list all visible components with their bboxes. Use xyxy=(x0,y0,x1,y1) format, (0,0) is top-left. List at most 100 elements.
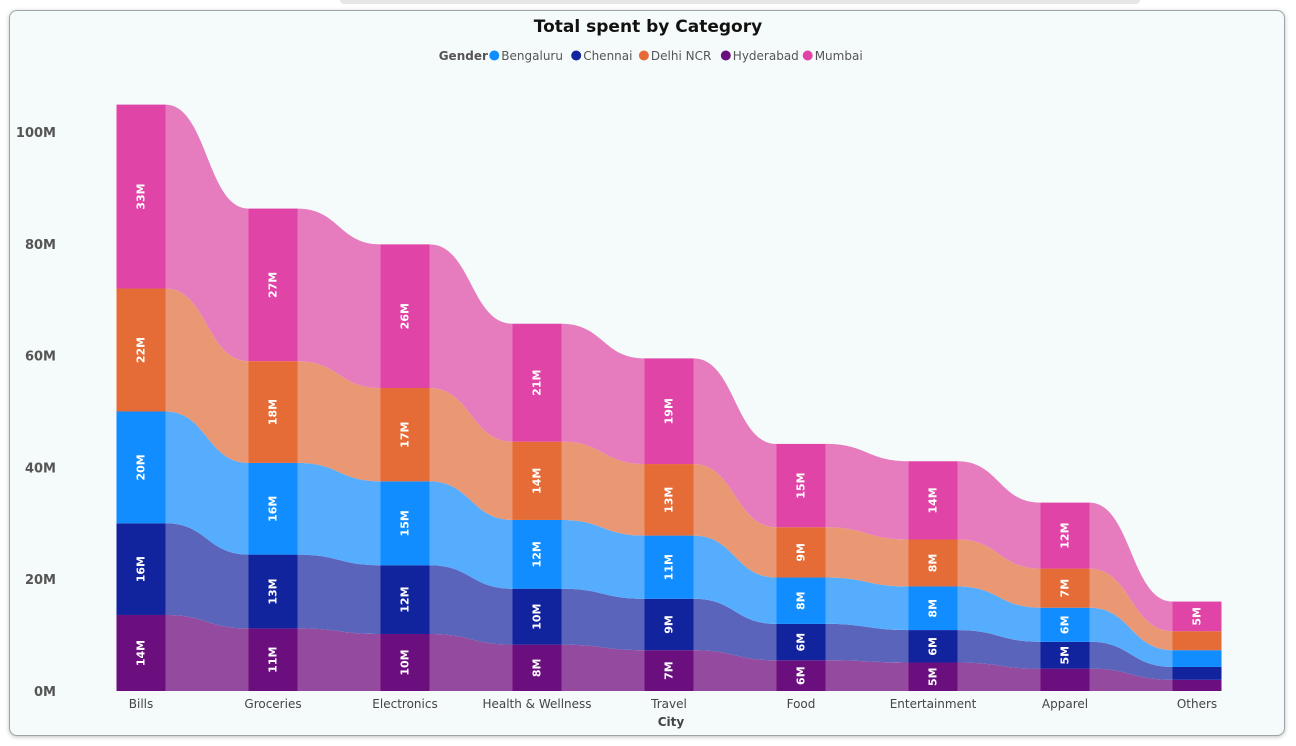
bar-segment-delhi-ncr[interactable] xyxy=(116,288,166,412)
data-label: 8M xyxy=(927,599,940,618)
data-label: 14M xyxy=(927,487,940,513)
y-tick-label: 60M xyxy=(25,350,56,365)
data-label: 17M xyxy=(399,422,412,448)
ribbon-chennai xyxy=(297,554,381,634)
bar-segment-hyderabad[interactable] xyxy=(380,633,430,691)
bar-segment-hyderabad[interactable] xyxy=(512,644,562,691)
y-tick-label: 40M xyxy=(25,461,56,476)
bar-segment-bengaluru[interactable] xyxy=(908,586,958,631)
data-label: 12M xyxy=(399,586,412,612)
bar-segment-chennai[interactable] xyxy=(248,554,298,629)
legend[interactable]: Gender Bengaluru Chennai Delhi NCR Hyderabad… xyxy=(439,49,863,63)
bar-segment-mumbai[interactable] xyxy=(248,208,298,362)
ribbon-hyderabad xyxy=(165,614,249,691)
legend-title: Gender xyxy=(439,49,488,63)
bar-segment-mumbai[interactable] xyxy=(1040,502,1090,569)
bar-segment-bengaluru[interactable] xyxy=(380,481,430,566)
legend-item-delhi-ncr[interactable]: Delhi NCR xyxy=(638,49,711,63)
bar-segment-chennai[interactable] xyxy=(908,630,958,663)
bar-segment-bengaluru[interactable] xyxy=(512,519,562,589)
bar-segment-chennai[interactable] xyxy=(1040,641,1090,669)
legend-item-chennai[interactable]: Chennai xyxy=(571,49,632,63)
bar-segment-hyderabad[interactable] xyxy=(644,650,694,691)
data-label: 6M xyxy=(1059,615,1072,634)
bar-segment-bengaluru[interactable] xyxy=(248,462,298,555)
bar-segment-bengaluru[interactable] xyxy=(644,535,694,599)
ribbon-delhi-ncr xyxy=(1089,568,1173,651)
ribbon-bengaluru xyxy=(693,535,777,624)
data-label: 22M xyxy=(135,337,148,363)
x-tick-label: Entertainment xyxy=(890,697,977,711)
legend-item-bengaluru[interactable]: Bengaluru xyxy=(489,49,563,63)
legend-label: Chennai xyxy=(583,49,632,63)
ribbon-hyderabad xyxy=(297,628,381,691)
bar-segment-bengaluru[interactable] xyxy=(1172,650,1222,667)
bar-segment-mumbai[interactable] xyxy=(776,443,826,528)
data-label: 15M xyxy=(795,472,808,498)
ribbon-chennai xyxy=(693,598,777,661)
bar-segment-bengaluru[interactable] xyxy=(116,411,166,524)
bar-segment-mumbai[interactable] xyxy=(380,244,430,389)
legend-item-hyderabad[interactable]: Hyderabad xyxy=(720,49,799,63)
bar-segment-hyderabad[interactable] xyxy=(1172,679,1222,691)
bar-segment-hyderabad[interactable] xyxy=(248,628,298,691)
bar-segment-bengaluru[interactable] xyxy=(1040,607,1090,642)
bar-segment-delhi-ncr[interactable] xyxy=(1040,568,1090,608)
legend-marker xyxy=(802,50,813,61)
bar-segment-delhi-ncr[interactable] xyxy=(644,464,694,536)
ribbon-delhi-ncr xyxy=(957,539,1041,608)
bar-segment-chennai[interactable] xyxy=(380,565,430,634)
bar-segment-hyderabad[interactable] xyxy=(116,614,166,691)
data-label: 5M xyxy=(1059,646,1072,665)
ribbon-mumbai xyxy=(957,461,1041,569)
ribbon-delhi-ncr xyxy=(825,527,909,587)
data-label: 5M xyxy=(1191,607,1204,626)
ribbon-delhi-ncr xyxy=(297,361,381,482)
x-tick-label: Apparel xyxy=(1042,697,1088,711)
data-label: 33M xyxy=(135,183,148,209)
bar-segment-mumbai[interactable] xyxy=(644,358,694,465)
bar-segment-delhi-ncr[interactable] xyxy=(776,527,826,578)
data-label: 13M xyxy=(267,578,280,604)
bar-segment-chennai[interactable] xyxy=(776,623,826,661)
ribbon-mumbai xyxy=(165,104,249,362)
bar-segment-delhi-ncr[interactable] xyxy=(380,388,430,482)
legend-marker xyxy=(489,50,500,61)
bar-segment-chennai[interactable] xyxy=(116,523,166,615)
data-label: 12M xyxy=(531,541,544,567)
y-tick-label: 100M xyxy=(16,126,56,141)
bar-segment-mumbai[interactable] xyxy=(1172,601,1222,632)
data-label: 5M xyxy=(927,667,940,686)
x-axis-title: City xyxy=(658,715,685,729)
data-label: 14M xyxy=(135,640,148,666)
bar-segment-hyderabad[interactable] xyxy=(1040,668,1090,691)
bar-segment-delhi-ncr[interactable] xyxy=(908,539,958,587)
data-label: 26M xyxy=(399,303,412,329)
bar-segment-chennai[interactable] xyxy=(1172,666,1222,680)
bar-segment-delhi-ncr[interactable] xyxy=(512,441,562,520)
legend-marker xyxy=(571,50,582,61)
ribbon-mumbai xyxy=(693,358,777,528)
bar-segment-bengaluru[interactable] xyxy=(776,577,826,624)
bar-segment-hyderabad[interactable] xyxy=(908,662,958,691)
y-axis: 0M 20M 40M 60M 80M 100M xyxy=(16,126,56,700)
bar-segment-mumbai[interactable] xyxy=(116,104,166,289)
data-label: 13M xyxy=(663,487,676,513)
ribbon-bengaluru xyxy=(429,481,513,589)
ribbon-hyderabad xyxy=(561,644,645,691)
ribbon-hyderabad xyxy=(1089,668,1173,691)
legend-item-mumbai[interactable]: Mumbai xyxy=(802,49,863,63)
bar-segment-hyderabad[interactable] xyxy=(776,660,826,691)
ribbon-delhi-ncr xyxy=(561,441,645,536)
bar-segment-chennai[interactable] xyxy=(512,588,562,645)
bar-segment-mumbai[interactable] xyxy=(908,461,958,540)
bar-segment-delhi-ncr[interactable] xyxy=(1172,631,1222,651)
ribbon-bengaluru xyxy=(1089,607,1173,667)
data-label: 15M xyxy=(399,510,412,536)
bar-segment-delhi-ncr[interactable] xyxy=(248,361,298,463)
bar-segment-mumbai[interactable] xyxy=(512,323,562,442)
x-tick-label: Groceries xyxy=(244,697,301,711)
bar-segment-chennai[interactable] xyxy=(644,598,694,651)
legend-label: Delhi NCR xyxy=(651,49,711,63)
